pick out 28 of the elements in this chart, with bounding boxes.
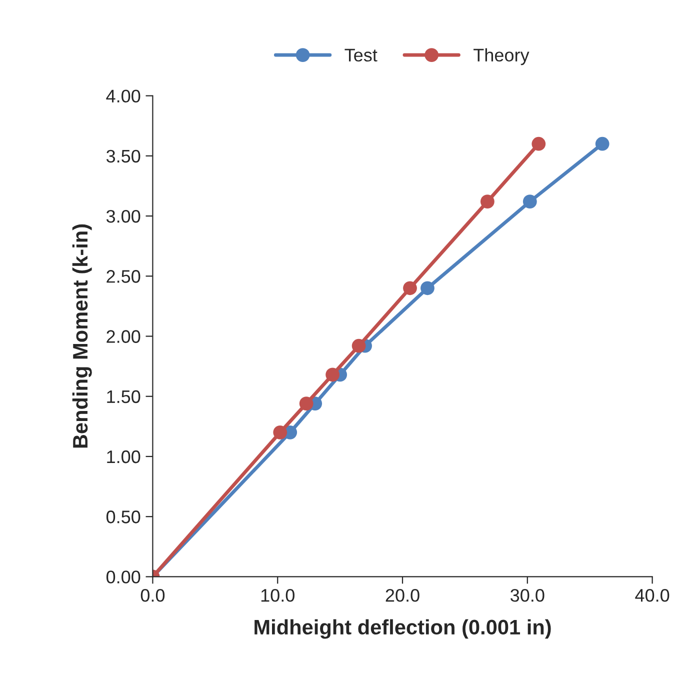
x-tick-label: 40.0 [635, 588, 670, 602]
point [273, 425, 288, 440]
point [480, 194, 494, 209]
y-tick-label: 1.00 [107, 450, 140, 464]
point [595, 136, 610, 151]
point [403, 281, 417, 296]
point [522, 194, 537, 209]
y-tick-label: 2.50 [106, 270, 140, 283]
legend-label: Theory [474, 48, 530, 66]
y-tick-label: 3.50 [106, 150, 140, 163]
x-axis-title: Midheight deflection (0.001 in) [254, 619, 551, 639]
legend-label: Test [344, 48, 378, 62]
point [326, 368, 340, 382]
y-tick-label: 0.00 [106, 570, 140, 584]
point [352, 338, 366, 353]
point [299, 396, 314, 411]
y-tick-label: 0.50 [106, 510, 140, 524]
point [420, 281, 434, 296]
x-tick-label: 10.0 [261, 588, 294, 602]
y-axis-title: Bending Moment (k-in) [72, 224, 92, 448]
x-tick-label: 0.0 [140, 588, 165, 602]
y-tick-label: 1.50 [107, 390, 140, 404]
y-tick-label: 2.00 [106, 330, 140, 343]
point [532, 136, 546, 151]
x-tick-label: 30.0 [510, 588, 544, 602]
y-tick-label: 4.00 [106, 90, 140, 102]
y-tick-label: 3.00 [106, 210, 140, 223]
x-tick-label: 20.0 [386, 588, 420, 602]
